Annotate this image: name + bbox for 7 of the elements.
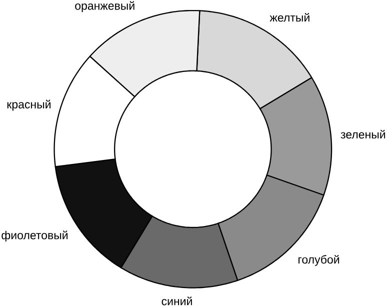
slice-label: зеленый [340, 130, 386, 138]
slice-label: синий [162, 296, 192, 306]
slice-label: фиолетовый [2, 230, 68, 242]
slice-label: желтый [270, 12, 310, 22]
slice-label: красный [7, 100, 50, 111]
slice-label: оранжевый [75, 0, 134, 12]
slice-label: голубой [298, 254, 340, 266]
